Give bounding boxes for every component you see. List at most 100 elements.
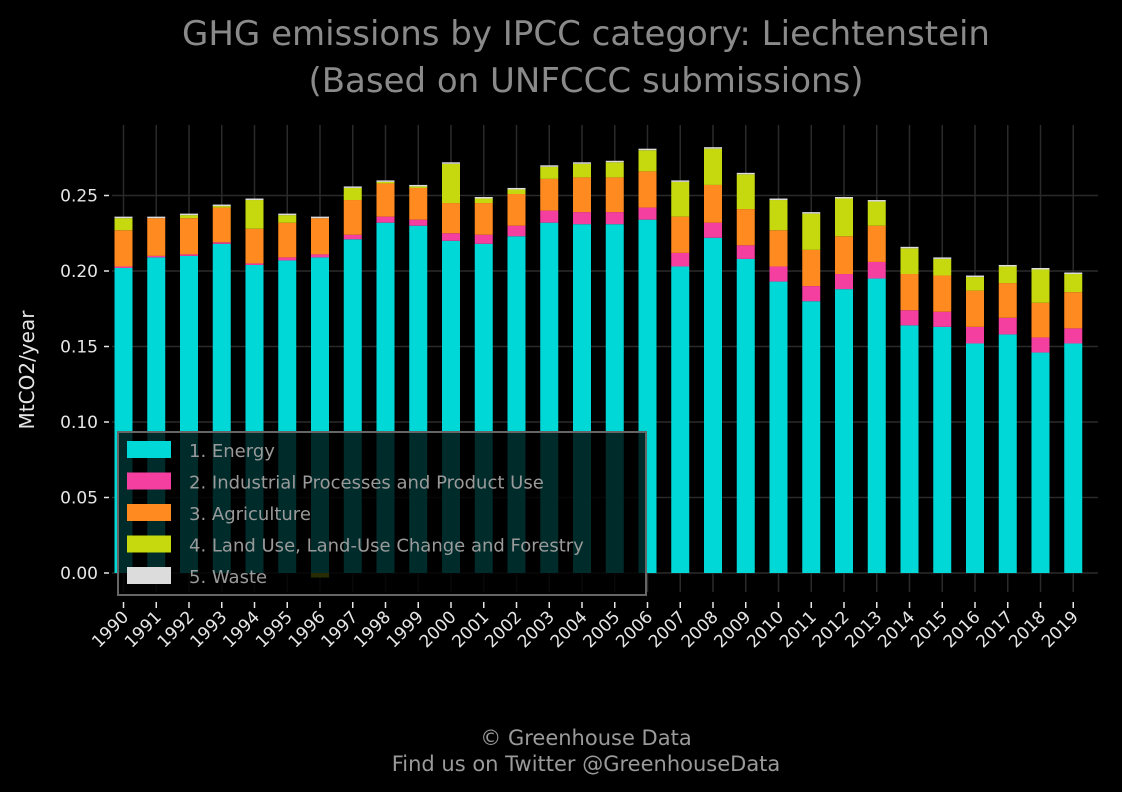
bar-segment-series3-1997 <box>343 200 362 235</box>
bar-segment-series3-2000 <box>442 203 460 234</box>
bar-segment-series1-2015 <box>933 326 952 573</box>
bar-segment-series1-2014 <box>900 325 919 573</box>
bar-segment-series2-2002 <box>507 225 526 237</box>
x-tick-label: 2012 <box>809 607 854 652</box>
bar-segment-series3-2004 <box>573 177 591 213</box>
legend: 1. Energy 2. Industrial Processes and Pro… <box>117 431 647 596</box>
bar-segment-series2-2000 <box>442 233 460 241</box>
y-axis-label: MtCO2/year <box>15 310 39 430</box>
bar-segment-series3-2001 <box>474 203 493 235</box>
bar-segment-series3-2017 <box>998 283 1017 318</box>
bar-segment-series2-2004 <box>573 212 591 225</box>
bar-segment-series3-2018 <box>1031 302 1050 338</box>
legend-box <box>117 431 647 596</box>
x-tick-label: 1990 <box>88 607 133 652</box>
bar-segment-series2-1991 <box>147 255 166 258</box>
bar-segment-series2-1992 <box>180 254 198 256</box>
bar-segment-series5-2019 <box>1064 272 1083 275</box>
bar-segment-series2-2016 <box>966 326 984 344</box>
bar-segment-series5-2018 <box>1031 267 1050 270</box>
x-tick-label: 1992 <box>154 607 199 652</box>
bar-segment-series4-2005 <box>605 162 624 178</box>
bar-segment-series3-1994 <box>245 228 264 264</box>
bar-segment-series4-1999 <box>409 186 428 188</box>
bar-segment-series3-2013 <box>867 225 886 262</box>
y-tick-label: 0.05 <box>60 489 98 509</box>
x-tick-label: 2001 <box>449 607 494 652</box>
bar-segment-series3-1999 <box>409 187 428 220</box>
footer-twitter: Find us on Twitter @GreenhouseData <box>392 752 781 776</box>
bar-segment-series5-2015 <box>933 257 952 259</box>
bar-segment-series4-2008 <box>704 148 722 185</box>
legend-label-series4: 4. Land Use, Land-Use Change and Forestr… <box>189 536 584 557</box>
bar-segment-series3-1992 <box>180 218 198 255</box>
x-tick-label: 1998 <box>350 607 395 652</box>
bar-segment-series3-1990 <box>114 230 133 267</box>
bar-segment-series4-2006 <box>638 150 657 172</box>
bar-segment-series1-2019 <box>1064 343 1083 573</box>
bar-segment-series4-2017 <box>998 266 1017 284</box>
x-tick-label: 2008 <box>678 607 723 652</box>
bar-segment-series4-1992 <box>180 215 198 219</box>
bar-segment-series2-1996 <box>311 254 329 258</box>
bar-segment-series5-2003 <box>540 165 559 167</box>
bar-segment-series5-2006 <box>638 148 657 151</box>
legend-swatch-series2 <box>127 472 171 490</box>
bar-segment-series3-2006 <box>638 171 657 208</box>
bar-segment-series2-2012 <box>835 274 853 290</box>
bar-segment-series5-1994 <box>245 198 264 201</box>
bar-segment-series3-2002 <box>507 193 526 226</box>
bar-segment-series2-2017 <box>998 317 1017 335</box>
x-tick-label: 2000 <box>416 607 461 652</box>
bar-segment-series4-2015 <box>933 258 952 276</box>
bar-segment-series4-2013 <box>867 201 886 226</box>
x-tick-label: 2006 <box>612 607 657 652</box>
bar-segment-series3-2007 <box>671 216 690 253</box>
bar-segment-series2-1995 <box>278 257 297 261</box>
x-tick-label: 1993 <box>187 607 232 652</box>
x-tick-label: 2009 <box>711 607 756 652</box>
legend-label-series1: 1. Energy <box>189 441 275 462</box>
bar-segment-series2-2007 <box>671 252 690 267</box>
bar-segment-series5-1999 <box>409 184 428 187</box>
x-axis: 1990199119921993199419951996199719981999… <box>88 602 1083 652</box>
bar-segment-series2-2008 <box>704 222 722 238</box>
bar-segment-series3-2014 <box>900 274 919 311</box>
bar-segment-series4-2016 <box>966 277 984 291</box>
x-tick-label: 2005 <box>580 607 625 652</box>
x-tick-label: 2018 <box>1005 607 1050 652</box>
bar-segment-series1-2010 <box>769 281 788 573</box>
bar-segment-series4-2002 <box>507 189 526 194</box>
bar-segment-series4-2007 <box>671 181 690 217</box>
bar-segment-series5-1991 <box>147 216 166 219</box>
y-axis: 0.00 0.05 0.10 0.15 0.20 0.25 <box>60 187 109 584</box>
bar-segment-series5-2009 <box>736 172 755 175</box>
bar-segment-series1-2017 <box>998 334 1017 573</box>
bar-segment-series2-1990 <box>114 266 133 268</box>
x-tick-label: 2007 <box>645 607 690 652</box>
x-tick-label: 2019 <box>1038 607 1083 652</box>
bar-segment-series3-2011 <box>802 249 821 287</box>
legend-label-series5: 5. Waste <box>189 567 267 588</box>
bar-segment-series5-2005 <box>605 160 624 163</box>
bar-segment-series2-1998 <box>376 216 395 223</box>
bar-segment-series3-2015 <box>933 275 952 312</box>
bar-segment-series5-2014 <box>900 246 919 249</box>
bar-segment-series4-1993 <box>212 206 231 208</box>
bar-segment-series1-2007 <box>671 266 690 573</box>
bar-segment-series5-1993 <box>212 204 231 207</box>
x-tick-label: 1991 <box>121 607 166 652</box>
bar-segment-series4-1990 <box>114 218 133 231</box>
bar-segment-series3-2012 <box>835 236 853 275</box>
bar-segment-series4-2009 <box>736 174 755 210</box>
bar-segment-series3-2003 <box>540 178 559 211</box>
bar-segment-series2-2015 <box>933 311 952 327</box>
bar-segment-series2-1997 <box>343 234 362 240</box>
bar-segment-series1-2013 <box>867 278 886 573</box>
legend-swatch-series1 <box>127 441 171 458</box>
legend-label-series3: 3. Agriculture <box>189 504 311 525</box>
bar-segment-series4-2003 <box>540 166 559 179</box>
bar-segment-series4-2014 <box>900 248 919 275</box>
x-tick-label: 2017 <box>973 607 1018 652</box>
